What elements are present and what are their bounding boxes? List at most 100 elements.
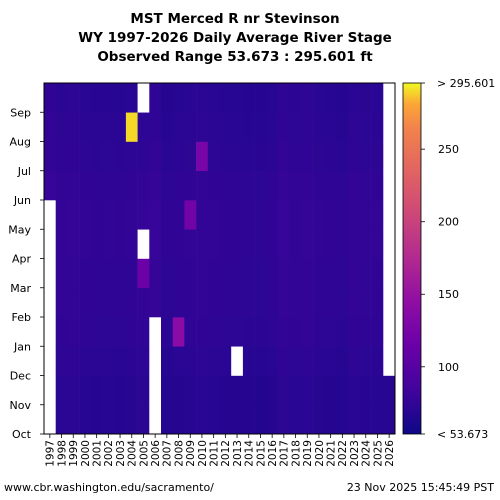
heatmap-cell <box>149 141 162 172</box>
heatmap-cell <box>114 375 127 406</box>
heatmap-cell <box>184 317 197 347</box>
heatmap-cell <box>254 200 267 230</box>
heatmap-cell <box>301 317 314 347</box>
heatmap-cell <box>55 375 68 406</box>
heatmap-cell <box>242 170 255 201</box>
heatmap-cells <box>44 83 396 435</box>
heatmap-cell <box>278 346 290 376</box>
heatmap-cell <box>184 346 197 376</box>
heatmap-cell <box>184 229 197 259</box>
heatmap-cell <box>102 287 115 318</box>
heatmap-cell <box>383 83 396 113</box>
heatmap-cell <box>137 200 150 230</box>
x-tick-label: 2001 <box>91 440 103 467</box>
heatmap-cell <box>114 170 127 201</box>
heatmap-cell <box>219 346 232 376</box>
heatmap-cell <box>67 404 80 435</box>
heatmap-cell <box>289 141 302 172</box>
heatmap-cell <box>196 112 209 142</box>
heatmap-cell <box>90 375 103 406</box>
heatmap-cell <box>149 83 162 113</box>
heatmap-cell <box>324 287 337 318</box>
heatmap-cell <box>336 404 349 435</box>
heatmap-cell <box>383 375 396 406</box>
heatmap-cell <box>348 346 361 376</box>
heatmap-cell <box>359 346 372 376</box>
heatmap-cell <box>114 200 127 230</box>
heatmap-cell <box>149 346 162 376</box>
heatmap-cell <box>336 317 349 347</box>
heatmap-cell <box>359 287 372 318</box>
heatmap-cell <box>102 83 115 113</box>
heatmap-cell <box>102 112 115 142</box>
heatmap-cell <box>254 141 267 172</box>
heatmap-cell <box>242 375 255 406</box>
heatmap-cell <box>161 229 173 259</box>
chart-title-line-1: MST Merced R nr Stevinson <box>130 11 340 27</box>
heatmap-cell <box>266 141 279 172</box>
heatmap-cell <box>196 200 209 230</box>
colorbar-min-label: < 53.673 <box>437 428 488 441</box>
heatmap-cell <box>172 317 185 347</box>
heatmap-cell <box>313 258 326 289</box>
heatmap-cell <box>254 346 267 376</box>
x-tick-label: 2025 <box>372 440 384 467</box>
chart-title-line-2: WY 1997-2026 Daily Average River Stage <box>78 30 392 46</box>
heatmap-cell <box>207 258 220 289</box>
heatmap-cell <box>172 200 185 230</box>
heatmap-cell <box>55 287 68 318</box>
heatmap-cell <box>102 170 115 201</box>
heatmap-cell <box>67 258 80 289</box>
y-tick-label: Mar <box>10 282 31 295</box>
heatmap-cell <box>207 170 220 201</box>
heatmap-cell <box>266 287 279 318</box>
heatmap-cell <box>242 83 255 113</box>
heatmap-cell <box>149 287 162 318</box>
heatmap-cell <box>161 375 173 406</box>
heatmap-cell <box>184 170 197 201</box>
heatmap-cell <box>79 404 92 435</box>
heatmap-cell <box>336 229 349 259</box>
heatmap-cell <box>114 112 127 142</box>
x-tick-label: 2013 <box>232 440 244 467</box>
heatmap-cell <box>196 170 209 201</box>
heatmap-cell <box>371 170 384 201</box>
heatmap-cell <box>207 200 220 230</box>
heatmap-cell <box>266 346 279 376</box>
colorbar-tick-label: 200 <box>438 216 459 229</box>
heatmap-cell <box>324 404 337 435</box>
heatmap-cell <box>172 258 185 289</box>
heatmap-cell <box>324 346 337 376</box>
x-tick-label: 1998 <box>56 440 68 467</box>
heatmap-cell <box>336 258 349 289</box>
heatmap-cell <box>114 83 127 113</box>
heatmap-cell <box>55 258 68 289</box>
colorbar-tick-label: 150 <box>438 288 459 301</box>
heatmap-cell <box>278 83 290 113</box>
heatmap-cell <box>242 258 255 289</box>
heatmap-cell <box>383 287 396 318</box>
heatmap-cell <box>231 229 244 259</box>
heatmap-cell <box>44 200 56 230</box>
heatmap-cell <box>324 170 337 201</box>
heatmap-cell <box>324 375 337 406</box>
heatmap-cell <box>137 258 150 289</box>
x-tick-label: 2018 <box>290 440 302 467</box>
heatmap-cell <box>67 112 80 142</box>
heatmap-cell <box>324 83 337 113</box>
heatmap-cell <box>324 141 337 172</box>
heatmap-cell <box>383 141 396 172</box>
y-tick-label: Sep <box>10 106 31 119</box>
x-tick-label: 2003 <box>115 440 127 467</box>
heatmap-cell <box>254 287 267 318</box>
heatmap-cell <box>313 200 326 230</box>
heatmap-cell <box>301 258 314 289</box>
heatmap-cell <box>125 200 138 230</box>
heatmap-cell <box>359 404 372 435</box>
heatmap-cell <box>254 170 267 201</box>
heatmap-cell <box>149 229 162 259</box>
heatmap-cell <box>102 346 115 376</box>
heatmap-cell <box>313 346 326 376</box>
heatmap-cell <box>278 258 290 289</box>
x-tick-label: 2010 <box>197 440 209 467</box>
